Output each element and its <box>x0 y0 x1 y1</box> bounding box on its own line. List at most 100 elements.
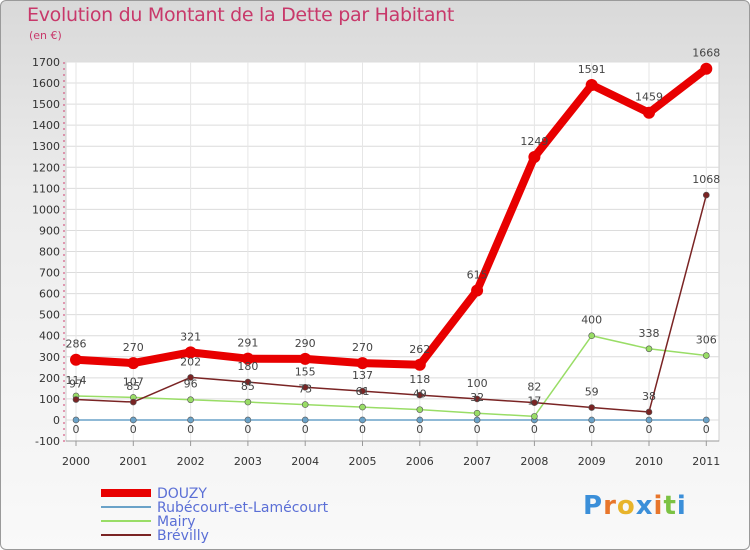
data-point <box>473 409 481 417</box>
data-label: 0 <box>588 423 595 436</box>
data-point <box>473 395 481 403</box>
legend-label: Mairy <box>157 514 196 530</box>
chart-title: Evolution du Montant de la Dette par Hab… <box>27 4 455 26</box>
data-point <box>70 353 82 366</box>
data-label: 32 <box>470 391 484 404</box>
data-label: 290 <box>295 337 316 350</box>
data-point <box>184 346 197 359</box>
data-label: 321 <box>180 330 201 343</box>
y-tick-label: 1600 <box>32 77 60 90</box>
data-label: 1249 <box>520 135 548 148</box>
y-tick-label: 1500 <box>32 98 60 111</box>
data-point <box>643 106 655 119</box>
y-tick-label: 1400 <box>32 119 60 132</box>
data-label: 0 <box>531 423 538 436</box>
chart-subtitle: (en €) <box>29 29 62 42</box>
data-label: 0 <box>474 423 481 436</box>
data-label: 306 <box>696 334 717 347</box>
data-label: 73 <box>298 383 312 396</box>
y-tick-label: 200 <box>39 372 60 385</box>
data-label: 97 <box>69 378 83 391</box>
data-point <box>702 352 710 359</box>
y-tick-label: 0 <box>53 414 60 427</box>
data-point <box>413 358 426 371</box>
data-point <box>645 408 653 416</box>
data-point <box>359 403 366 411</box>
x-tick-label: 2001 <box>119 455 147 468</box>
data-point <box>127 357 140 370</box>
x-tick-label: 2004 <box>291 455 319 468</box>
y-tick-label: 100 <box>39 393 60 406</box>
data-label: 1068 <box>692 173 720 186</box>
data-point <box>416 406 424 413</box>
logo-letter: x <box>635 491 654 521</box>
data-label: 262 <box>409 343 430 356</box>
data-point <box>700 62 713 75</box>
y-tick-label: 900 <box>39 224 60 237</box>
data-point <box>241 352 254 365</box>
legend-label: DOUZY <box>157 486 207 502</box>
x-tick-label: 2003 <box>234 455 262 468</box>
data-point <box>645 345 653 353</box>
data-label: 107 <box>123 375 144 388</box>
logo-letter: P <box>583 491 604 521</box>
data-label: 0 <box>244 423 251 436</box>
data-point <box>301 384 309 391</box>
data-label: 270 <box>123 341 144 354</box>
proxiti-logo: Proxiti <box>583 491 687 521</box>
data-point <box>528 150 541 163</box>
data-point <box>244 398 252 406</box>
logo-letter: o <box>616 491 636 521</box>
y-tick-label: 400 <box>39 330 60 343</box>
data-point <box>645 416 653 424</box>
y-tick-label: 300 <box>39 351 60 364</box>
y-tick-label: 600 <box>39 288 60 301</box>
data-point <box>359 416 366 424</box>
data-label: 270 <box>352 341 373 354</box>
data-label: 0 <box>359 423 366 436</box>
series-line-brévilly <box>75 194 708 413</box>
y-tick-label: 1000 <box>32 203 60 216</box>
data-point <box>588 416 596 424</box>
x-tick-label: 2006 <box>406 455 434 468</box>
data-label: 155 <box>295 365 316 378</box>
data-point <box>585 78 598 91</box>
data-point <box>531 413 538 420</box>
x-tick-label: 2008 <box>520 455 548 468</box>
data-label: 59 <box>585 386 599 399</box>
logo-letter: r <box>603 491 617 521</box>
data-point <box>588 332 596 340</box>
logo-letter: i <box>676 491 687 521</box>
data-point <box>416 416 424 424</box>
data-point <box>416 391 424 399</box>
data-point <box>187 374 194 381</box>
data-label: 202 <box>180 355 201 368</box>
logo-letter: i <box>653 491 664 521</box>
data-point <box>702 416 710 424</box>
data-label: 85 <box>241 380 255 393</box>
x-tick-label: 2005 <box>349 455 377 468</box>
data-label: 100 <box>467 377 488 390</box>
y-tick-label: 1200 <box>32 161 60 174</box>
y-tick-label: -100 <box>35 435 60 448</box>
data-point <box>130 398 137 406</box>
data-point <box>359 387 366 395</box>
data-label: 0 <box>646 423 653 436</box>
y-tick-label: 1300 <box>32 140 60 153</box>
data-point <box>356 357 369 370</box>
data-label: 61 <box>356 385 370 398</box>
data-label: 38 <box>642 390 656 403</box>
data-label: 180 <box>237 360 258 373</box>
data-label: 338 <box>639 327 660 340</box>
data-label: 137 <box>352 369 373 382</box>
data-point <box>702 191 710 199</box>
data-label: 0 <box>187 423 194 436</box>
data-label: 114 <box>66 374 87 387</box>
data-label: 0 <box>130 423 137 436</box>
x-tick-label: 2007 <box>463 455 491 468</box>
data-label: 118 <box>409 373 430 386</box>
data-label: 96 <box>184 378 198 391</box>
legend-label: Brévilly <box>157 528 209 544</box>
